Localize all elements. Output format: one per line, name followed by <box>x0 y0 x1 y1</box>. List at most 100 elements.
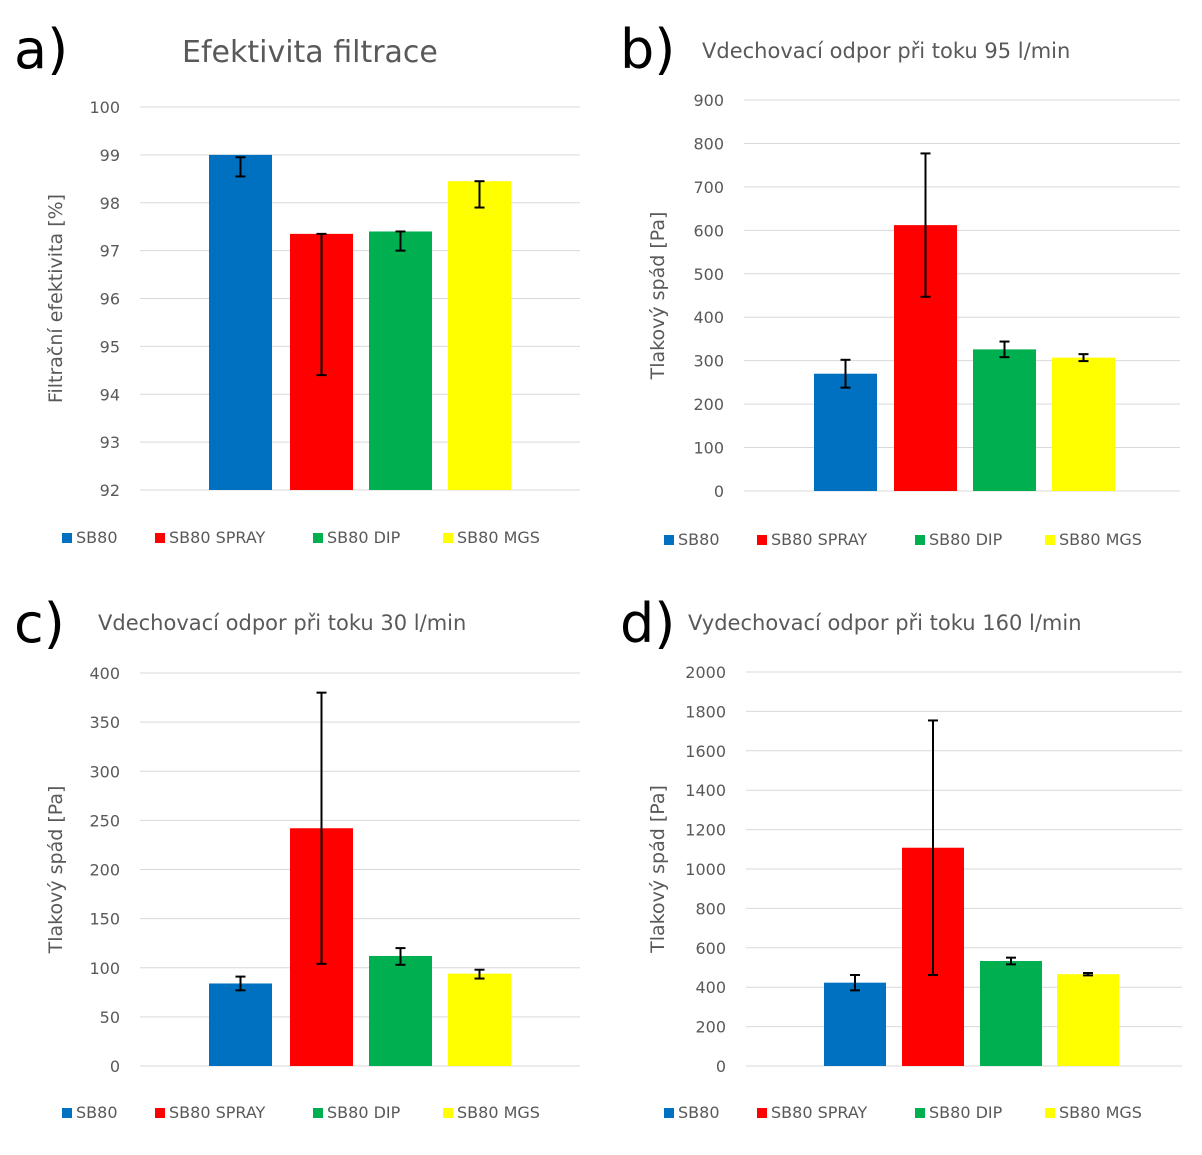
legend-label: SB80 SPRAY <box>169 528 266 547</box>
legend-swatch <box>664 535 674 545</box>
error-bar <box>928 719 938 976</box>
y-tick-label: 300 <box>693 352 724 371</box>
y-tick-label: 95 <box>100 337 120 356</box>
legend-label: SB80 SPRAY <box>169 1103 266 1122</box>
y-tick-label: 97 <box>100 242 120 261</box>
legend-label: SB80 DIP <box>929 530 1003 549</box>
legend-label: SB80 <box>76 528 118 547</box>
error-bar <box>1006 956 1016 966</box>
y-tick-label: 1000 <box>685 860 726 879</box>
legend-label: SB80 SPRAY <box>771 1103 868 1122</box>
panel-letter: d) <box>620 592 675 655</box>
y-tick-label: 200 <box>89 861 120 880</box>
error-bar <box>235 975 246 992</box>
error-bar <box>474 968 485 980</box>
error-bar <box>316 691 327 965</box>
chart-panel-c: c) Vdechovací odpor při toku 30 l/min 0 50 1… <box>0 580 602 1151</box>
bar <box>209 983 272 1066</box>
legend-swatch <box>62 533 72 543</box>
chart-title: Vdechovací odpor při toku 30 l/min <box>98 611 466 635</box>
legend-label: SB80 MGS <box>457 1103 540 1122</box>
legend-label: SB80 <box>678 1103 720 1122</box>
y-tick-label: 93 <box>100 433 120 452</box>
legend-swatch <box>664 1108 674 1118</box>
legend-swatch <box>313 1108 323 1118</box>
error-bar <box>1078 353 1089 363</box>
y-tick-label: 600 <box>695 939 726 958</box>
bar <box>824 982 886 1066</box>
bar <box>814 373 877 491</box>
legend-swatch <box>313 533 323 543</box>
y-axis-label: Filtrační efektivita [%] <box>45 194 67 403</box>
error-bar <box>1083 972 1093 977</box>
y-tick-label: 100 <box>89 959 120 978</box>
y-tick-label: 98 <box>100 194 120 213</box>
legend-label: SB80 SPRAY <box>771 530 868 549</box>
y-tick-label: 0 <box>110 1057 120 1076</box>
chart-title: Vdechovací odpor při toku 95 l/min <box>702 39 1070 63</box>
legend-swatch <box>915 535 925 545</box>
bar <box>369 955 432 1066</box>
legend-swatch <box>443 533 453 543</box>
legend-swatch <box>915 1108 925 1118</box>
panel-letter: a) <box>14 18 68 81</box>
y-axis-label: Tlakový spád [Pa] <box>647 785 669 954</box>
chart-svg: a) Efektivita filtrace 92 93 94 95 96 97 98 99 100… <box>14 18 580 547</box>
y-tick-label: 100 <box>693 439 724 458</box>
legend-label: SB80 MGS <box>457 528 540 547</box>
legend-label: SB80 DIP <box>929 1103 1003 1122</box>
legend-label: SB80 <box>678 530 720 549</box>
y-tick-label: 94 <box>100 385 120 404</box>
error-bar <box>850 973 860 992</box>
y-tick-label: 99 <box>100 146 120 165</box>
y-tick-label: 92 <box>100 481 120 500</box>
error-bar <box>395 230 406 252</box>
error-bar <box>395 947 406 966</box>
legend-swatch <box>757 1108 767 1118</box>
legend-swatch <box>62 1108 72 1118</box>
y-axis-label: Tlakový spád [Pa] <box>45 786 67 955</box>
y-tick-label: 500 <box>693 265 724 284</box>
y-tick-label: 300 <box>89 762 120 781</box>
y-tick-label: 700 <box>693 178 724 197</box>
bar <box>973 349 1036 491</box>
chart-panel-a: a) Efektivita filtrace 92 93 94 95 96 97 98 99 100… <box>0 0 602 580</box>
legend-swatch <box>757 535 767 545</box>
error-bar <box>999 340 1010 359</box>
chart-svg: d) Vydechovací odpor při toku 160 l/min 0 2… <box>620 592 1182 1122</box>
legend-swatch <box>443 1108 453 1118</box>
y-tick-label: 1600 <box>685 742 726 761</box>
y-tick-label: 0 <box>714 482 724 501</box>
legend-label: SB80 DIP <box>327 1103 401 1122</box>
legend-swatch <box>155 1108 165 1118</box>
error-bar <box>474 180 485 209</box>
y-tick-label: 96 <box>100 290 120 309</box>
legend-swatch <box>155 533 165 543</box>
error-bar <box>920 152 931 298</box>
y-tick-label: 2000 <box>685 663 726 682</box>
y-axis-label: Tlakový spád [Pa] <box>647 212 669 381</box>
legend-label: SB80 MGS <box>1059 530 1142 549</box>
y-tick-label: 400 <box>693 308 724 327</box>
legend-label: SB80 MGS <box>1059 1103 1142 1122</box>
chart-title: Efektivita filtrace <box>182 35 438 70</box>
y-tick-label: 50 <box>100 1008 120 1027</box>
y-tick-label: 150 <box>89 910 120 929</box>
error-bar <box>316 232 327 377</box>
y-tick-label: 1800 <box>685 702 726 721</box>
chart-svg: b) Vdechovací odpor při toku 95 l/min 0 100… <box>620 18 1180 549</box>
bar <box>448 181 511 491</box>
y-tick-label: 200 <box>693 395 724 414</box>
chart-svg: c) Vdechovací odpor při toku 30 l/min 0 50 1… <box>14 592 580 1122</box>
y-tick-label: 100 <box>89 98 120 117</box>
y-tick-label: 400 <box>695 978 726 997</box>
bar <box>980 960 1042 1066</box>
bar <box>369 231 432 490</box>
panel-letter: c) <box>14 592 65 655</box>
y-tick-label: 1200 <box>685 821 726 840</box>
chart-panel-d: d) Vydechovací odpor při toku 160 l/min 0 2… <box>602 580 1202 1151</box>
legend-label: SB80 DIP <box>327 528 401 547</box>
chart-panel-b: b) Vdechovací odpor při toku 95 l/min 0 100… <box>602 0 1202 580</box>
bar <box>209 154 272 490</box>
bar <box>1052 357 1115 491</box>
